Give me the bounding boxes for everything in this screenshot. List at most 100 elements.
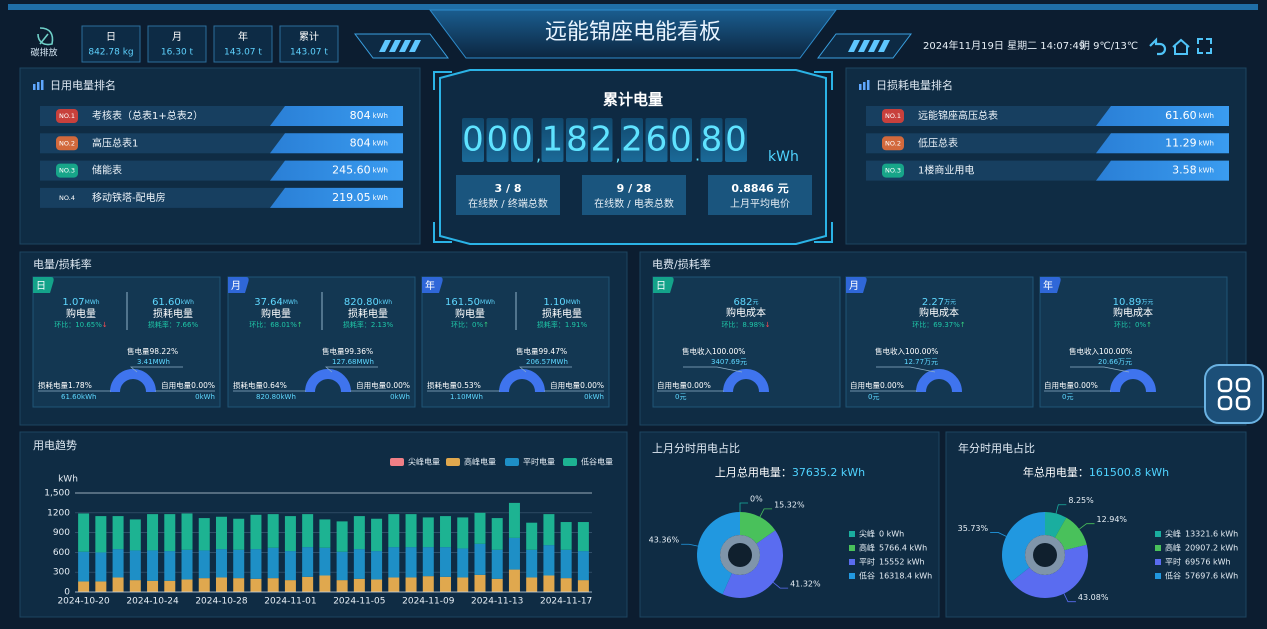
rank-value: 61.60 kWh xyxy=(1165,109,1214,122)
unit: MWh xyxy=(566,299,581,306)
bar xyxy=(147,550,159,581)
card-label: 购电成本 xyxy=(726,306,766,319)
panel-title: 上月分时用电占比 xyxy=(652,441,740,455)
card-label: 购电量 xyxy=(261,307,291,320)
header-band xyxy=(8,4,1258,10)
bar xyxy=(319,519,331,548)
unit: kWh xyxy=(1199,167,1214,175)
bar xyxy=(422,576,434,592)
card-label: 购电量 xyxy=(66,307,96,320)
panel xyxy=(19,67,421,245)
legend-swatch xyxy=(849,545,855,551)
card-ratio: 环比：69.37%↑ xyxy=(912,320,966,329)
bar xyxy=(508,502,520,538)
period-badge xyxy=(228,277,249,293)
gauge-label: 自用电量0.00% xyxy=(657,380,711,390)
bar xyxy=(215,516,227,550)
deco-right xyxy=(817,33,912,59)
label-leader xyxy=(990,532,1007,537)
value: 804 xyxy=(350,109,371,122)
period-label: 月 xyxy=(849,280,859,292)
x-tick-label: 2024-11-13 xyxy=(471,597,523,607)
bar xyxy=(474,543,486,575)
legend-label: 高峰电量 xyxy=(464,457,496,467)
legend-swatch xyxy=(505,458,519,466)
rank-value: 3.58 kWh xyxy=(1172,164,1214,177)
bar xyxy=(388,514,400,548)
y-tick-label: 900 xyxy=(53,528,70,538)
bar xyxy=(302,514,314,548)
bar xyxy=(181,513,193,550)
bar xyxy=(353,578,365,592)
bar xyxy=(319,547,331,576)
bar xyxy=(284,551,296,581)
value: 61.60 xyxy=(152,297,181,308)
card-value: 1.07MWh xyxy=(62,297,99,308)
period-badge xyxy=(1040,277,1061,293)
bar xyxy=(577,580,589,592)
legend-value: 69576 kWh xyxy=(1185,558,1231,567)
digit: 0 xyxy=(511,120,533,160)
bar xyxy=(543,514,555,546)
unit: kWh xyxy=(373,167,388,175)
leader-line xyxy=(1070,366,1130,373)
period-label: 年 xyxy=(425,279,435,292)
menu-button[interactable] xyxy=(1204,364,1264,424)
back-button[interactable] xyxy=(1149,37,1167,56)
bar xyxy=(491,578,503,592)
legend-swatch xyxy=(446,458,460,466)
y-axis-label: kWh xyxy=(58,475,78,485)
rank-name: 考核表（总表1+总表2） xyxy=(92,109,203,122)
rank-name: 高压总表1 xyxy=(92,136,138,149)
stat-box xyxy=(213,25,273,63)
panel-title: 电费/损耗率 xyxy=(652,257,711,271)
bar xyxy=(112,549,124,578)
stat-box xyxy=(81,25,141,63)
period-badge xyxy=(846,277,867,293)
ratio: 环比：0% xyxy=(1114,320,1146,329)
bar xyxy=(147,514,159,551)
bar xyxy=(319,575,331,592)
period-label: 年 xyxy=(1043,279,1053,292)
value: 219.05 xyxy=(332,191,371,204)
bar xyxy=(198,578,210,592)
card-label: 购电量 xyxy=(455,307,485,320)
legend-value: 0 kWh xyxy=(879,530,904,539)
bar xyxy=(198,518,210,551)
leader-line xyxy=(683,366,743,373)
bar xyxy=(457,517,469,549)
stat-value: 143.07 t xyxy=(224,48,262,58)
unit: 万元 xyxy=(1141,299,1153,306)
bar xyxy=(474,512,486,544)
gauge-value: 206.57MWh xyxy=(526,358,568,366)
rank-number: NO.1 xyxy=(885,112,901,120)
bar xyxy=(440,547,452,577)
summary-stat-label: 在线数 / 终端总数 xyxy=(468,197,548,210)
trend-arrow: ↑ xyxy=(1146,321,1152,329)
digit-separator: . xyxy=(695,146,700,165)
y-tick-label: 600 xyxy=(53,548,70,558)
subtitle-value: 161500.8 kWh xyxy=(1089,466,1169,479)
bar xyxy=(233,549,245,579)
bar xyxy=(198,550,210,579)
bar xyxy=(250,578,262,592)
period-badge xyxy=(33,277,54,293)
summary-stat-value: 3 / 8 xyxy=(495,182,522,195)
home-button[interactable] xyxy=(1172,38,1190,55)
card-value: 161.50MWh xyxy=(445,297,495,308)
bar xyxy=(577,551,589,581)
title-icon xyxy=(863,82,866,90)
x-tick-label: 2024-11-09 xyxy=(402,597,455,607)
bar xyxy=(543,575,555,592)
pie-value-label: 43.08% xyxy=(1078,593,1109,602)
bar xyxy=(371,518,383,552)
summary-title: 累计电量 xyxy=(603,91,663,109)
fullscreen-button[interactable] xyxy=(1197,38,1212,54)
value: 2.27 xyxy=(922,297,944,308)
legend-swatch xyxy=(1155,531,1161,537)
trend-arrow: ↑ xyxy=(960,321,966,329)
gauge-value: 0kWh xyxy=(584,393,604,401)
bar xyxy=(147,580,159,592)
stat-box xyxy=(279,25,339,63)
